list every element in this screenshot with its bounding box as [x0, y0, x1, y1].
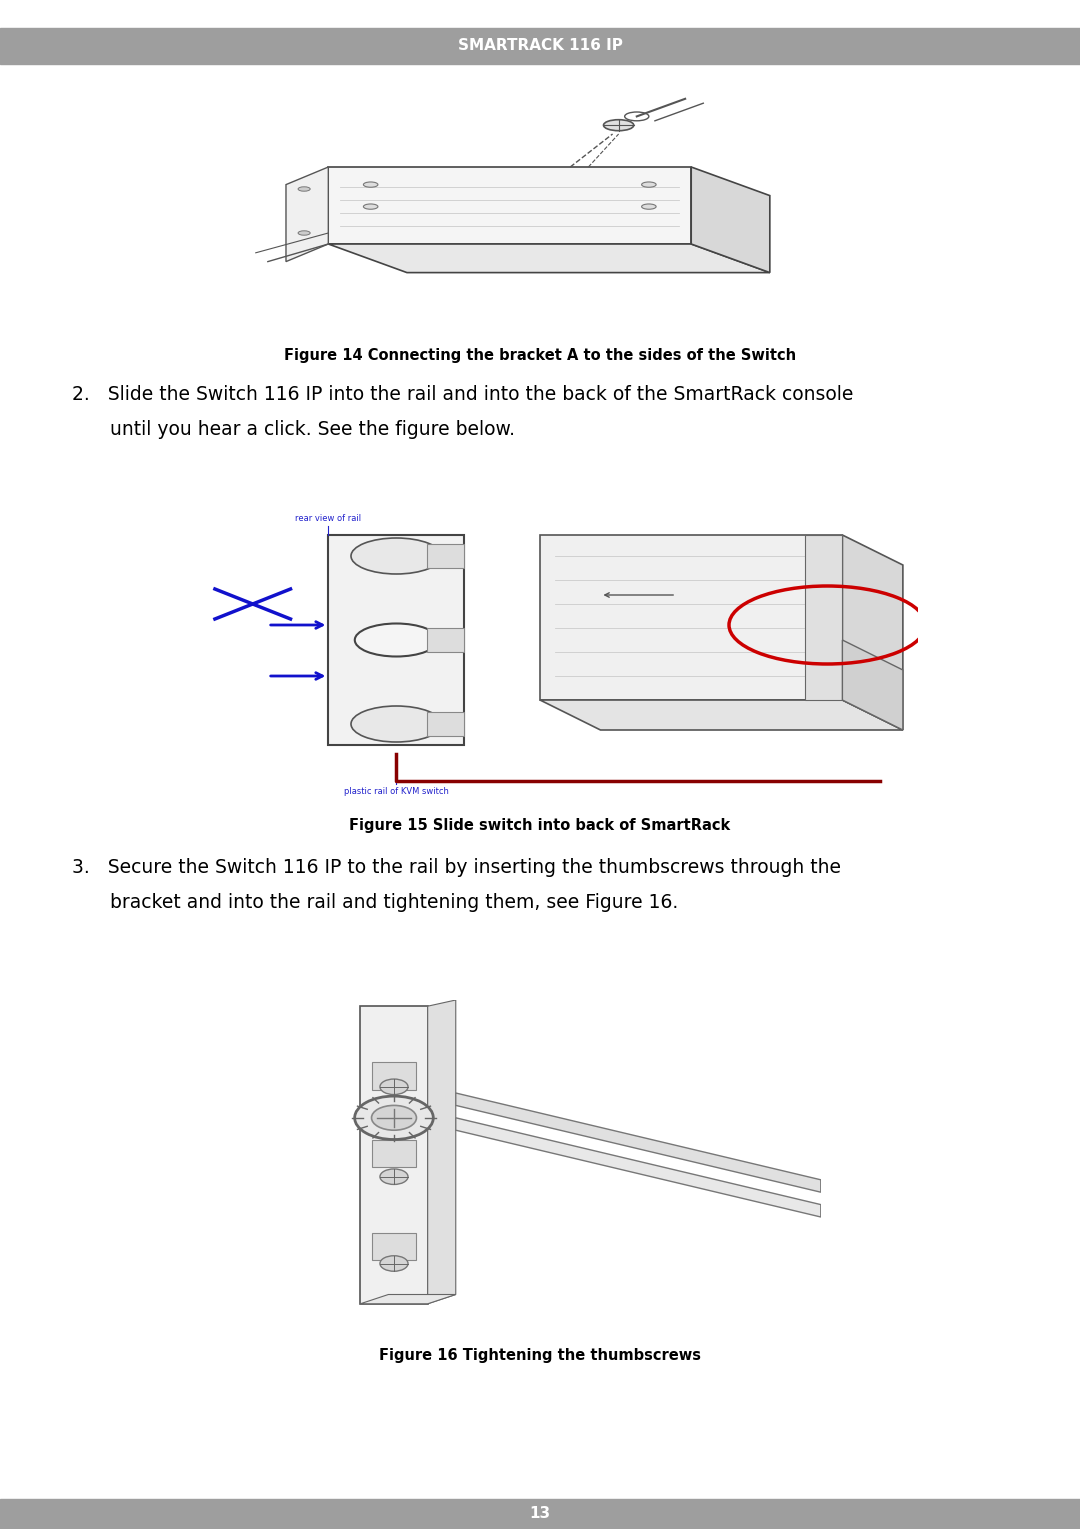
Circle shape [354, 1096, 433, 1139]
Bar [372, 1139, 417, 1168]
Bar [427, 628, 464, 651]
Circle shape [298, 187, 310, 191]
Text: Figure 15 Slide switch into back of SmartRack: Figure 15 Slide switch into back of Smar… [349, 818, 731, 833]
Polygon shape [361, 1006, 428, 1304]
Circle shape [642, 203, 657, 209]
Circle shape [380, 1255, 408, 1271]
Circle shape [351, 538, 442, 573]
Polygon shape [842, 641, 903, 729]
Text: 3.   Secure the Switch 116 IP to the rail by inserting the thumbscrews through t: 3. Secure the Switch 116 IP to the rail … [72, 858, 841, 878]
Text: bracket and into the rail and tightening them, see Figure 16.: bracket and into the rail and tightening… [110, 893, 678, 911]
Circle shape [354, 624, 438, 656]
Text: 2.   Slide the Switch 116 IP into the rail and into the back of the SmartRack co: 2. Slide the Switch 116 IP into the rail… [72, 385, 853, 404]
Text: SMARTRACK 116 IP: SMARTRACK 116 IP [458, 38, 622, 54]
Text: rear view of rail: rear view of rail [295, 514, 362, 523]
Text: Figure 14 Connecting the bracket A to the sides of the Switch: Figure 14 Connecting the bracket A to th… [284, 349, 796, 362]
Polygon shape [328, 245, 770, 272]
Circle shape [351, 706, 442, 742]
Polygon shape [691, 167, 770, 272]
Polygon shape [540, 700, 903, 729]
Circle shape [380, 1079, 408, 1095]
Circle shape [380, 1170, 408, 1185]
Polygon shape [361, 1295, 456, 1304]
Polygon shape [456, 1118, 821, 1217]
Circle shape [372, 1105, 417, 1130]
Polygon shape [842, 535, 903, 729]
Polygon shape [286, 167, 328, 261]
Text: plastic rail of KVM switch: plastic rail of KVM switch [343, 787, 449, 797]
Circle shape [298, 231, 310, 235]
Text: 13: 13 [529, 1506, 551, 1521]
Bar [427, 713, 464, 735]
Circle shape [363, 203, 378, 209]
Circle shape [642, 182, 657, 187]
Circle shape [604, 119, 634, 130]
Polygon shape [428, 1000, 456, 1304]
Bar [0, 28, 1080, 64]
Polygon shape [328, 167, 691, 245]
Bar [372, 1232, 417, 1260]
Polygon shape [328, 535, 464, 745]
Circle shape [363, 182, 378, 187]
Polygon shape [805, 535, 842, 700]
Bar [0, 1498, 1080, 1529]
Polygon shape [456, 1093, 821, 1193]
Polygon shape [540, 535, 842, 700]
Bar [427, 544, 464, 567]
Text: Figure 16 Tightening the thumbscrews: Figure 16 Tightening the thumbscrews [379, 1349, 701, 1362]
Text: until you hear a click. See the figure below.: until you hear a click. See the figure b… [110, 420, 515, 439]
Bar [372, 1063, 417, 1090]
